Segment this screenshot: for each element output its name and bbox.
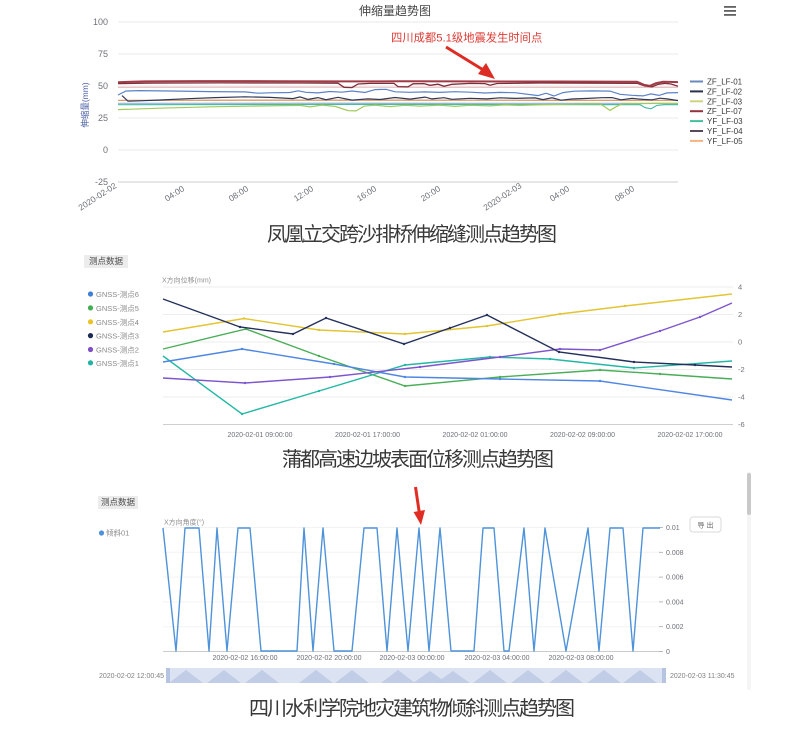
svg-text:2020-02-01 09:00:00: 2020-02-01 09:00:00 [228,432,293,439]
svg-text:YF_LF-04: YF_LF-04 [707,127,743,136]
svg-text:YF_LF-03: YF_LF-03 [707,117,743,126]
svg-text:ZF_LF-03: ZF_LF-03 [707,97,743,106]
svg-text:0.006: 0.006 [666,575,684,582]
svg-text:08:00: 08:00 [613,183,637,203]
svg-text:0.01: 0.01 [666,525,680,532]
svg-text:ZF_LF-07: ZF_LF-07 [707,107,743,116]
svg-text:2020-02-02 17:00:00: 2020-02-02 17:00:00 [658,432,723,439]
svg-text:GNSS-测点1: GNSS-测点1 [96,359,139,368]
svg-text:2020-02-03 11:30:45: 2020-02-03 11:30:45 [670,673,735,680]
svg-text:04:00: 04:00 [163,183,187,203]
svg-text:四川成都5.1级地震发生时间点: 四川成都5.1级地震发生时间点 [391,31,542,45]
svg-text:2020-02-01 17:00:00: 2020-02-01 17:00:00 [335,432,400,439]
svg-text:0: 0 [738,338,742,347]
svg-text:GNSS-测点2: GNSS-测点2 [96,346,139,355]
svg-text:0.004: 0.004 [666,599,684,606]
svg-text:04:00: 04:00 [548,183,572,203]
svg-text:伸缩量(mm): 伸缩量(mm) [80,82,90,127]
svg-text:2020-02-02 16:00:00: 2020-02-02 16:00:00 [213,655,278,662]
svg-text:25: 25 [98,113,108,123]
svg-text:2020-02-03: 2020-02-03 [481,180,523,212]
svg-text:2020-02-02 12:00:45: 2020-02-02 12:00:45 [99,673,164,680]
svg-text:75: 75 [98,49,108,59]
svg-text:2020-02-03 04:00:00: 2020-02-03 04:00:00 [465,655,530,662]
svg-text:2020-02-02 09:00:00: 2020-02-02 09:00:00 [550,432,615,439]
svg-text:GNSS-测点4: GNSS-测点4 [96,318,139,327]
svg-text:2: 2 [738,310,742,319]
svg-text:0.002: 0.002 [666,624,684,631]
svg-text:伸缩量趋势图: 伸缩量趋势图 [359,3,431,18]
svg-text:20:00: 20:00 [419,183,443,203]
svg-text:12:00: 12:00 [292,183,316,203]
svg-text:-4: -4 [738,393,745,402]
svg-text:-2: -2 [738,365,745,374]
svg-text:ZF_LF-02: ZF_LF-02 [707,87,743,96]
svg-text:导 出: 导 出 [698,521,714,530]
svg-text:0: 0 [103,145,108,155]
svg-text:GNSS-测点3: GNSS-测点3 [96,332,139,341]
svg-text:2020-02-02 20:00:00: 2020-02-02 20:00:00 [297,655,362,662]
svg-text:2020-02-03 00:00:00: 2020-02-03 00:00:00 [380,655,445,662]
svg-text:0.008: 0.008 [666,550,684,557]
svg-text:100: 100 [93,17,108,27]
svg-text:YF_LF-05: YF_LF-05 [707,137,743,146]
svg-text:GNSS-测点6: GNSS-测点6 [96,290,139,299]
svg-text:GNSS-测点5: GNSS-测点5 [96,304,139,313]
svg-text:4: 4 [738,283,742,292]
svg-text:2020-02-02 01:00:00: 2020-02-02 01:00:00 [443,432,508,439]
svg-text:ZF_LF-01: ZF_LF-01 [707,78,743,87]
svg-text:08:00: 08:00 [227,183,251,203]
svg-text:倾斜01: 倾斜01 [106,528,129,538]
svg-text:50: 50 [98,81,108,91]
svg-text:-25: -25 [95,177,108,187]
svg-text:X方向位移(mm): X方向位移(mm) [162,276,211,285]
svg-text:X方向角度(°): X方向角度(°) [164,518,204,527]
svg-text:16:00: 16:00 [355,183,379,203]
svg-text:0: 0 [666,649,670,656]
svg-text:2020-02-03 08:00:00: 2020-02-03 08:00:00 [549,655,614,662]
svg-text:-6: -6 [738,420,745,429]
